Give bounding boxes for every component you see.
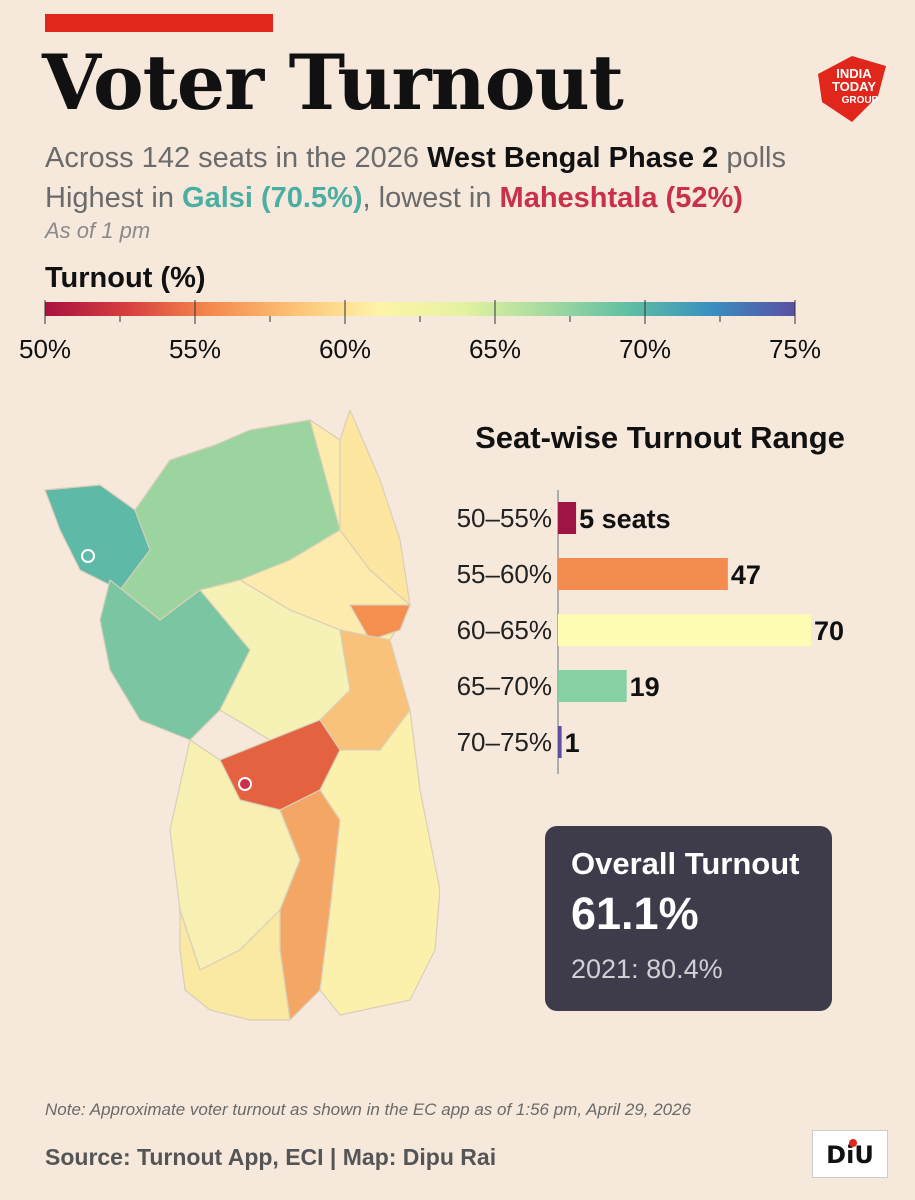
bar (558, 726, 562, 758)
subtitle-line-2: Highest in Galsi (70.5%), lowest in Mahe… (45, 180, 743, 216)
overall-turnout-card: Overall Turnout 61.1% 2021: 80.4% (545, 826, 832, 1011)
legend-tick-label: 50% (20, 334, 71, 364)
bar-value-label: 1 (565, 728, 580, 758)
legend-tick-label: 60% (319, 334, 371, 364)
logo-text: INDIA (836, 66, 872, 81)
overall-turnout-value: 61.1% (571, 888, 699, 939)
map-region-east-orange (349, 604, 411, 641)
bar-value-label: 19 (630, 672, 660, 702)
highest-seat: Galsi (70.5%) (182, 182, 363, 214)
previous-turnout: 2021: 80.4% (571, 954, 723, 984)
galsi-marker (81, 549, 95, 563)
bar-category-label: 70–75% (457, 727, 552, 757)
diu-logo: DiU (812, 1130, 888, 1178)
bar (558, 558, 728, 590)
bar-chart-title: Seat-wise Turnout Range (475, 420, 845, 455)
footnote: Note: Approximate voter turnout as shown… (45, 1100, 692, 1119)
subtitle-text: polls (718, 142, 786, 174)
subtitle-text: , lowest in (362, 182, 500, 214)
legend-tick-label: 75% (769, 334, 821, 364)
subtitle-text: Across 142 seats in the 2026 (45, 142, 428, 174)
bar (558, 502, 577, 534)
color-scale-bar (45, 302, 795, 316)
bar-value-label: 70 (814, 616, 844, 646)
bar-value-label: 5 seats (579, 504, 671, 534)
as-of-time: As of 1 pm (45, 218, 151, 243)
source-credit: Source: Turnout App, ECI | Map: Dipu Rai (45, 1144, 497, 1170)
bar-category-label: 55–60% (457, 559, 552, 589)
color-scale-legend: 50% 55% 60% 65% 70% 75% (20, 300, 821, 364)
map-region-southeast (319, 709, 440, 1016)
legend-tick-label: 65% (469, 334, 521, 364)
bar (558, 614, 811, 646)
map-region-southwest (179, 909, 291, 1021)
logo-text: GROUP (842, 95, 879, 106)
map-region-northeast (339, 409, 411, 606)
accent-bar (45, 14, 273, 32)
india-today-group-logo: INDIA TODAY GROUP (818, 56, 886, 122)
diu-logo-text: DiU (826, 1141, 874, 1169)
constituency-map (44, 409, 440, 1021)
bar-category-label: 65–70% (457, 671, 552, 701)
map-region-galsi (44, 484, 151, 591)
logo-text: TODAY (832, 79, 876, 94)
subtitle-line-1: Across 142 seats in the 2026 West Bengal… (45, 140, 786, 176)
subtitle-text: Highest in (45, 182, 183, 214)
overall-turnout-label: Overall Turnout (571, 846, 800, 881)
legend-title: Turnout (%) (45, 262, 206, 294)
bar-value-label: 47 (731, 560, 761, 590)
lowest-seat: Maheshtala (52%) (499, 182, 743, 214)
legend-tick-label: 55% (169, 334, 221, 364)
seat-range-bar-chart: 50–55% 5 seats 55–60% 47 60–65% 70 65–70% 19 70–… (457, 490, 844, 774)
maheshtala-marker (238, 777, 252, 791)
page-title: Voter Turnout (42, 38, 624, 127)
bar-category-label: 60–65% (457, 615, 552, 645)
subtitle-state-phase: West Bengal Phase 2 (427, 142, 719, 174)
bar-category-label: 50–55% (457, 503, 552, 533)
bar (558, 670, 627, 702)
legend-tick-label: 70% (619, 334, 671, 364)
